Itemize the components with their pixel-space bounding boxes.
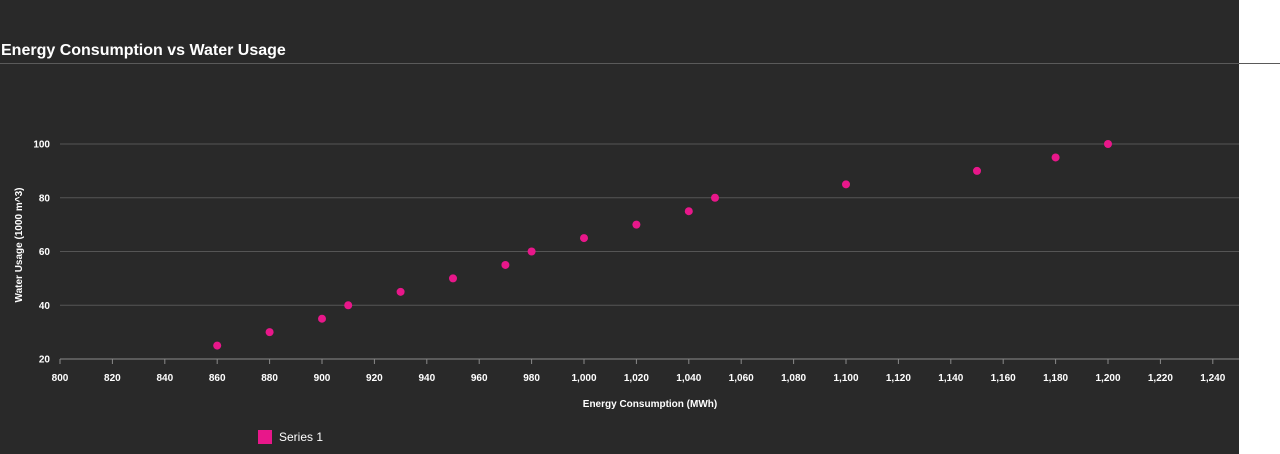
x-tick-label: 860 xyxy=(209,373,226,384)
y-tick-label: 20 xyxy=(39,355,51,366)
x-tick-label: 800 xyxy=(52,373,69,384)
x-tick-label: 1,040 xyxy=(676,373,701,384)
data-points xyxy=(213,140,1112,350)
x-tick-label: 900 xyxy=(314,373,331,384)
data-point[interactable] xyxy=(213,341,222,350)
x-tick-label: 880 xyxy=(261,373,278,384)
x-tick-label: 1,000 xyxy=(571,373,596,384)
x-tick-label: 920 xyxy=(366,373,383,384)
data-point[interactable] xyxy=(527,247,536,256)
legend-label: Series 1 xyxy=(279,430,324,444)
x-axis-title: Energy Consumption (MWh) xyxy=(583,399,717,410)
data-point[interactable] xyxy=(1104,140,1112,148)
data-point[interactable] xyxy=(1051,153,1060,162)
x-tick-label: 1,240 xyxy=(1200,373,1225,384)
x-tick-label: 1,080 xyxy=(781,373,806,384)
data-point[interactable] xyxy=(973,166,981,175)
x-tick-label: 1,120 xyxy=(886,373,911,384)
gridlines xyxy=(60,143,1239,360)
data-point[interactable] xyxy=(344,301,353,310)
y-axis-title: Water Usage (1000 m^3) xyxy=(14,188,25,303)
x-tick-label: 840 xyxy=(156,373,173,384)
title-divider xyxy=(0,63,1280,64)
x-tick-label: 1,140 xyxy=(938,373,963,384)
data-point[interactable] xyxy=(396,287,405,296)
x-tick-label: 1,160 xyxy=(991,373,1016,384)
x-tick-label: 1,100 xyxy=(833,373,858,384)
x-tick-label: 960 xyxy=(471,373,488,384)
y-tick-label: 60 xyxy=(39,247,51,258)
x-tick-label: 1,060 xyxy=(729,373,754,384)
x-tick-label: 820 xyxy=(104,373,121,384)
data-point[interactable] xyxy=(711,193,719,202)
axes: 20 40 60 80 100 800 820 840 860 880 900 920 940 960 98… xyxy=(33,140,1225,385)
y-tick-label: 100 xyxy=(33,140,50,151)
data-point[interactable] xyxy=(632,220,641,229)
scatter-plot: 20 40 60 80 100 800 820 840 860 880 900 920 940 960 98… xyxy=(14,140,1239,410)
x-tick-label: 980 xyxy=(523,373,540,384)
data-point[interactable] xyxy=(580,234,588,243)
x-tick-label: 1,220 xyxy=(1148,373,1173,384)
x-tick-label: 1,200 xyxy=(1095,373,1120,384)
data-point[interactable] xyxy=(318,314,326,323)
chart-panel: Energy Consumption vs Water Usage 20 40 60… xyxy=(0,0,1239,454)
y-tick-label: 40 xyxy=(39,301,51,312)
data-point[interactable] xyxy=(501,260,510,269)
chart-title: Energy Consumption vs Water Usage xyxy=(1,42,286,59)
x-tick-label: 940 xyxy=(418,373,435,384)
x-tick-label: 1,020 xyxy=(624,373,649,384)
data-point[interactable] xyxy=(265,328,274,337)
data-point[interactable] xyxy=(449,274,457,283)
legend-swatch xyxy=(258,430,272,444)
legend[interactable]: Series 1 xyxy=(258,430,323,444)
x-tick-label: 1,180 xyxy=(1043,373,1068,384)
data-point[interactable] xyxy=(684,207,693,216)
data-point[interactable] xyxy=(842,180,850,189)
y-tick-label: 80 xyxy=(39,193,51,204)
